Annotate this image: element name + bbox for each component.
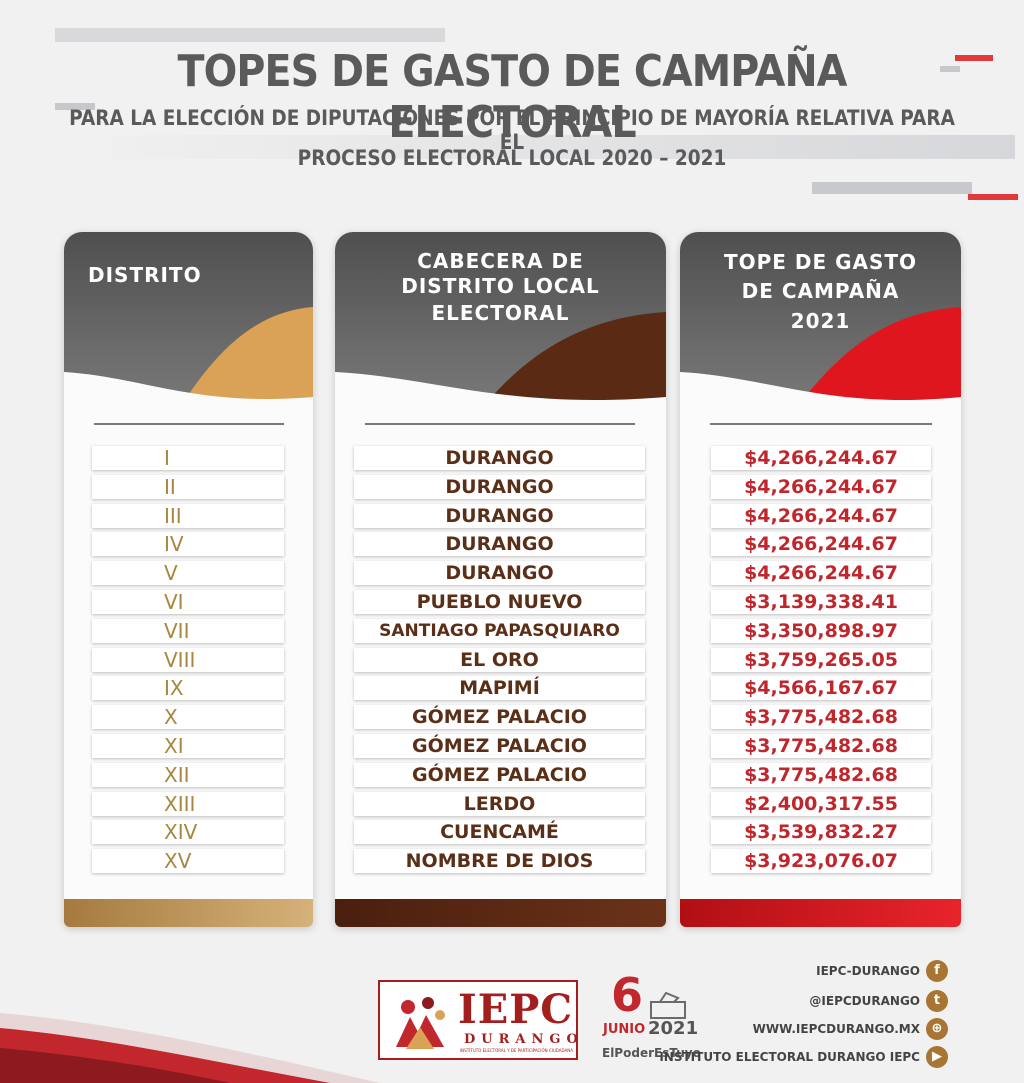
distrito-cell: XIV [92,820,284,845]
tope-cell: $4,266,244.67 [711,561,931,586]
cabecera-cell: NOMBRE DE DIOS [354,849,645,874]
tope-cell: $3,775,482.68 [711,762,931,787]
facebook-icon[interactable]: f [926,960,948,982]
distrito-cell: XII [92,762,284,787]
tope-cell: $4,266,244.67 [711,503,931,528]
distrito-cell: V [92,561,284,586]
election-year: 2021 [648,1018,699,1039]
distrito-cell: VI [92,590,284,614]
tope-footer-bar [680,899,961,927]
distrito-header-label: DISTRITO [88,263,202,287]
distrito-header: DISTRITO [64,232,313,417]
distrito-cell: I [92,446,284,470]
cabecera-divider [365,423,635,425]
decor-stripe [812,182,972,194]
cabecera-cell: DURANGO [354,474,645,499]
cabecera-cell: PUEBLO NUEVO [354,590,645,614]
tope-cell: $3,775,482.68 [711,734,931,758]
tope-cell: $4,566,167.67 [711,676,931,701]
cabecera-cell: DURANGO [354,561,645,586]
decor-stripe [955,55,993,61]
tope-cell: $4,266,244.67 [711,474,931,499]
cabecera-header-label-2: DISTRITO LOCAL [401,274,600,298]
cabecera-cell: EL ORO [354,647,645,672]
distrito-cell: VIII [92,647,284,672]
distrito-cell: IX [92,676,284,701]
tope-header-label-3: 2021 [790,309,851,333]
cabecera-header-label-1: CABECERA DE [417,249,584,273]
cabecera-footer-bar [335,899,666,927]
tope-cell: $4,266,244.67 [711,532,931,557]
tope-cell: $3,539,832.27 [711,820,931,845]
cabecera-cell: GÓMEZ PALACIO [354,734,645,758]
cabecera-header: CABECERA DE DISTRITO LOCAL ELECTORAL [335,232,666,417]
decor-stripe [55,135,1015,159]
web-icon[interactable]: ⊕ [926,1018,948,1040]
logo-sub: DURANGO [464,1032,584,1047]
distrito-cell: VII [92,618,284,643]
distrito-cell: X [92,705,284,730]
tope-header-label-1: TOPE DE GASTO [723,250,918,274]
page-subtitle-line2: PROCESO ELECTORAL LOCAL 2020 – 2021 [297,146,727,170]
cabecera-cell: SANTIAGO PAPASQUIARO [354,618,645,643]
tope-header-label-2: DE CAMPAÑA [741,279,900,303]
tope-cell: $3,350,898.97 [711,618,931,643]
cabecera-cell: GÓMEZ PALACIO [354,762,645,787]
distrito-cell: XIII [92,791,284,816]
distrito-cell: XI [92,734,284,758]
social-label[interactable]: IEPC-DURANGO [816,964,920,978]
cabecera-cell: DURANGO [354,532,645,557]
social-label[interactable]: @IEPCDURANGO [809,994,920,1008]
distrito-cell: XV [92,849,284,874]
cabecera-header-label-3: ELECTORAL [431,301,570,325]
page-subtitle: PARA LA ELECCIÓN DE DIPUTACIONES POR EL … [69,106,955,154]
tope-cell: $4,266,244.67 [711,446,931,470]
tope-cell: $3,759,265.05 [711,647,931,672]
tope-cell: $3,923,076.07 [711,849,931,874]
iepc-emblem-icon [396,997,445,1049]
social-label[interactable]: INSTITUTO ELECTORAL DURANGO IEPC [659,1050,920,1064]
tope-header: TOPE DE GASTO DE CAMPAÑA 2021 [680,232,961,417]
tope-header-wave [680,307,961,417]
tope-cell: $2,400,317.55 [711,791,931,816]
cabecera-cell: MAPIMÍ [354,676,645,701]
page-title: TOPES DE GASTO DE CAMPAÑA ELECTORAL [177,46,847,148]
ballot-box-icon [650,991,686,1019]
tope-cell: $3,775,482.68 [711,705,931,730]
twitter-icon[interactable]: t [926,990,948,1012]
cabecera-cell: DURANGO [354,503,645,528]
hashtag: ElPoderEsTuyo [602,1046,701,1060]
cabecera-cell: DURANGO [354,446,645,470]
tope-cell: $3,139,338.41 [711,590,931,614]
logo-name: IEPC [458,986,574,1033]
tope-divider [710,423,932,425]
cabecera-cell: GÓMEZ PALACIO [354,705,645,730]
decor-stripe [55,28,445,42]
iepc-logo: IEPC DURANGO INSTITUTO ELECTORAL Y DE PA… [378,980,578,1060]
social-label[interactable]: WWW.IEPCDURANGO.MX [752,1022,920,1036]
decor-stripe [968,194,1018,200]
cabecera-header-wave [335,312,666,417]
decor-swoosh [0,1013,380,1083]
cabecera-cell: LERDO [354,791,645,816]
distrito-cell: IV [92,532,284,557]
logo-tiny: INSTITUTO ELECTORAL Y DE PARTICIPACIÓN C… [460,1048,573,1053]
election-month: JUNIO [603,1022,646,1037]
decor-stripe [940,66,960,72]
election-day: 6 [611,968,644,1022]
distrito-divider [94,423,284,425]
distrito-cell: II [92,474,284,499]
distrito-cell: III [92,503,284,528]
youtube-icon[interactable]: ▶ [926,1046,948,1068]
cabecera-cell: CUENCAMÉ [354,820,645,845]
distrito-header-wave [64,307,313,417]
distrito-footer-bar [64,899,313,927]
decor-stripe [55,103,95,110]
